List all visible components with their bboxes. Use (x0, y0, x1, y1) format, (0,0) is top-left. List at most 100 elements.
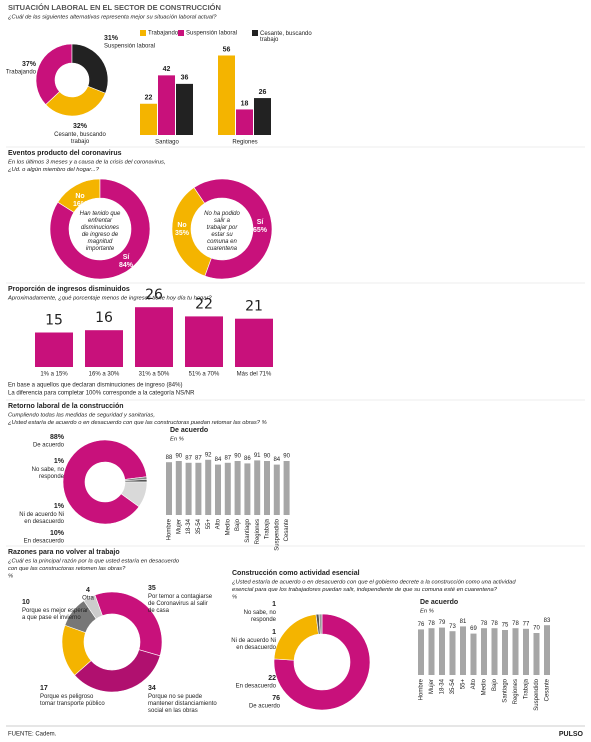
slice (35, 43, 73, 106)
slice (120, 481, 148, 508)
value-label: 1 (272, 601, 276, 608)
chart-title: SITUACIÓN LABORAL EN EL SECTOR DE CONSTR… (8, 3, 221, 12)
x-tick-label: 18-34 (440, 678, 446, 694)
value-label: 1% (54, 503, 65, 510)
bar (224, 462, 231, 515)
value-label: 88 (166, 455, 173, 461)
slice-label: Ni de acuerdo Ni en desacuerdo (19, 512, 64, 525)
x-tick-label: 16% a 30% (89, 372, 120, 378)
bar (85, 330, 123, 367)
value-label: 83 (544, 618, 551, 624)
slice-label: Porque no se puede mantener distanciamien… (148, 694, 217, 714)
x-tick-label: Trabaja (265, 518, 271, 539)
bar (244, 463, 251, 515)
bar (283, 461, 290, 515)
chart-subtitle: ¿Ud. o algún miembro del hogar...? (8, 167, 100, 173)
value-label: 84 (215, 457, 222, 463)
value-label: 16 (95, 310, 113, 326)
x-tick-label: Suspendido (534, 678, 540, 710)
x-tick-label: 35-54 (196, 518, 202, 534)
value-label: 1 (272, 629, 276, 636)
legend-swatch (140, 30, 146, 36)
chart-subtitle: ¿Usted estaría de acuerdo o en desacuerd… (8, 420, 267, 426)
value-label: 90 (175, 454, 182, 460)
chart-subtitle: Cumpliendo todas las medidas de segurida… (8, 413, 155, 419)
slice-label: Ni de acuerdo Ni en desacuerdo (231, 638, 276, 651)
chart-subtitle: ¿Cuál es la principal razón por la que u… (8, 559, 180, 565)
center-text: No ha podido salir a trabajar por estar su c… (204, 211, 240, 252)
slice (49, 178, 151, 280)
bar (35, 332, 73, 367)
value-label: 78 (491, 621, 498, 627)
source: FUENTE: Cadem. (8, 732, 57, 738)
slice-label: Otra (82, 596, 94, 602)
value-label: 42 (163, 66, 171, 73)
x-tick-label: Mujer (429, 679, 435, 694)
x-tick-label: 18-34 (186, 518, 192, 534)
slice-label: Suspensión laboral (104, 44, 155, 50)
value-label: 22 (195, 296, 213, 312)
value-label: 26 (259, 89, 267, 96)
chart-subtitle: esencial para que los trabajadores pueda… (232, 587, 498, 593)
slice-label: Trabajando (6, 70, 37, 76)
bar (264, 461, 270, 515)
bar (158, 75, 175, 135)
bar (236, 109, 253, 135)
slice (71, 43, 109, 94)
x-tick-label: 1% a 15% (40, 372, 68, 378)
value-label: 88% (50, 434, 65, 441)
value-label: 90 (234, 454, 241, 460)
x-tick-label: Más del 71% (237, 372, 272, 378)
x-tick-label: 31% a 50% (139, 372, 170, 378)
slice-label: No (177, 222, 186, 229)
x-tick-label: Bajo (235, 518, 241, 531)
bar (533, 633, 540, 675)
x-tick-label: Santiago (155, 140, 179, 146)
bar (544, 625, 550, 675)
chart-subtitle: % (232, 595, 237, 601)
x-tick-label: 55+ (206, 519, 212, 530)
bar (428, 628, 435, 675)
chart-subtitle: Aproximadamente, ¿qué porcentaje menos d… (7, 296, 212, 302)
x-tick-label: Regiones (513, 679, 519, 704)
chart-title: Retorno laboral de la construcción (8, 403, 124, 410)
x-tick-label: Suspendido (274, 518, 280, 550)
value-label: 17 (40, 685, 48, 692)
bar (439, 627, 445, 675)
bar (254, 460, 261, 515)
value-label: 87 (224, 455, 231, 461)
value-label: 81 (460, 619, 467, 625)
chart-subtitle: En % (420, 609, 434, 615)
value-label: 87 (185, 455, 192, 461)
center-text: Han tenido que enfrentar disminuciones de i… (80, 211, 121, 252)
note: La diferencia para completar 100% corres… (8, 391, 195, 397)
slice-label: En desacuerdo (236, 684, 277, 690)
bar (135, 307, 173, 367)
chart-title: Eventos producto del coronavirus (8, 150, 122, 157)
bar (512, 628, 519, 675)
value-label: 78 (428, 621, 435, 627)
legend-label: Trabajando (148, 31, 179, 37)
value-label: 10% (50, 530, 65, 537)
slice (94, 591, 163, 657)
chart-title: De acuerdo (170, 427, 208, 434)
legend-swatch (252, 30, 258, 36)
x-tick-label: 55+ (461, 679, 467, 690)
bar (470, 633, 477, 675)
chart-title: Razones para no volver al trabajo (8, 549, 120, 556)
bar (460, 626, 466, 675)
value-label: 35% (175, 230, 190, 237)
value-label: 92 (205, 452, 212, 458)
bar (491, 628, 498, 675)
x-tick-label: Hombre (167, 518, 173, 540)
x-tick-label: Bajo (492, 678, 498, 691)
legend-label: Cesante, buscando trabajo (260, 31, 312, 43)
x-tick-label: Cesante (284, 518, 290, 541)
slice (74, 649, 161, 693)
value-label: 91 (254, 453, 261, 459)
slice (83, 594, 103, 620)
value-label: 84 (273, 457, 280, 463)
slice-label: No sabe, no responde (244, 610, 277, 623)
value-label: 15 (45, 313, 63, 329)
